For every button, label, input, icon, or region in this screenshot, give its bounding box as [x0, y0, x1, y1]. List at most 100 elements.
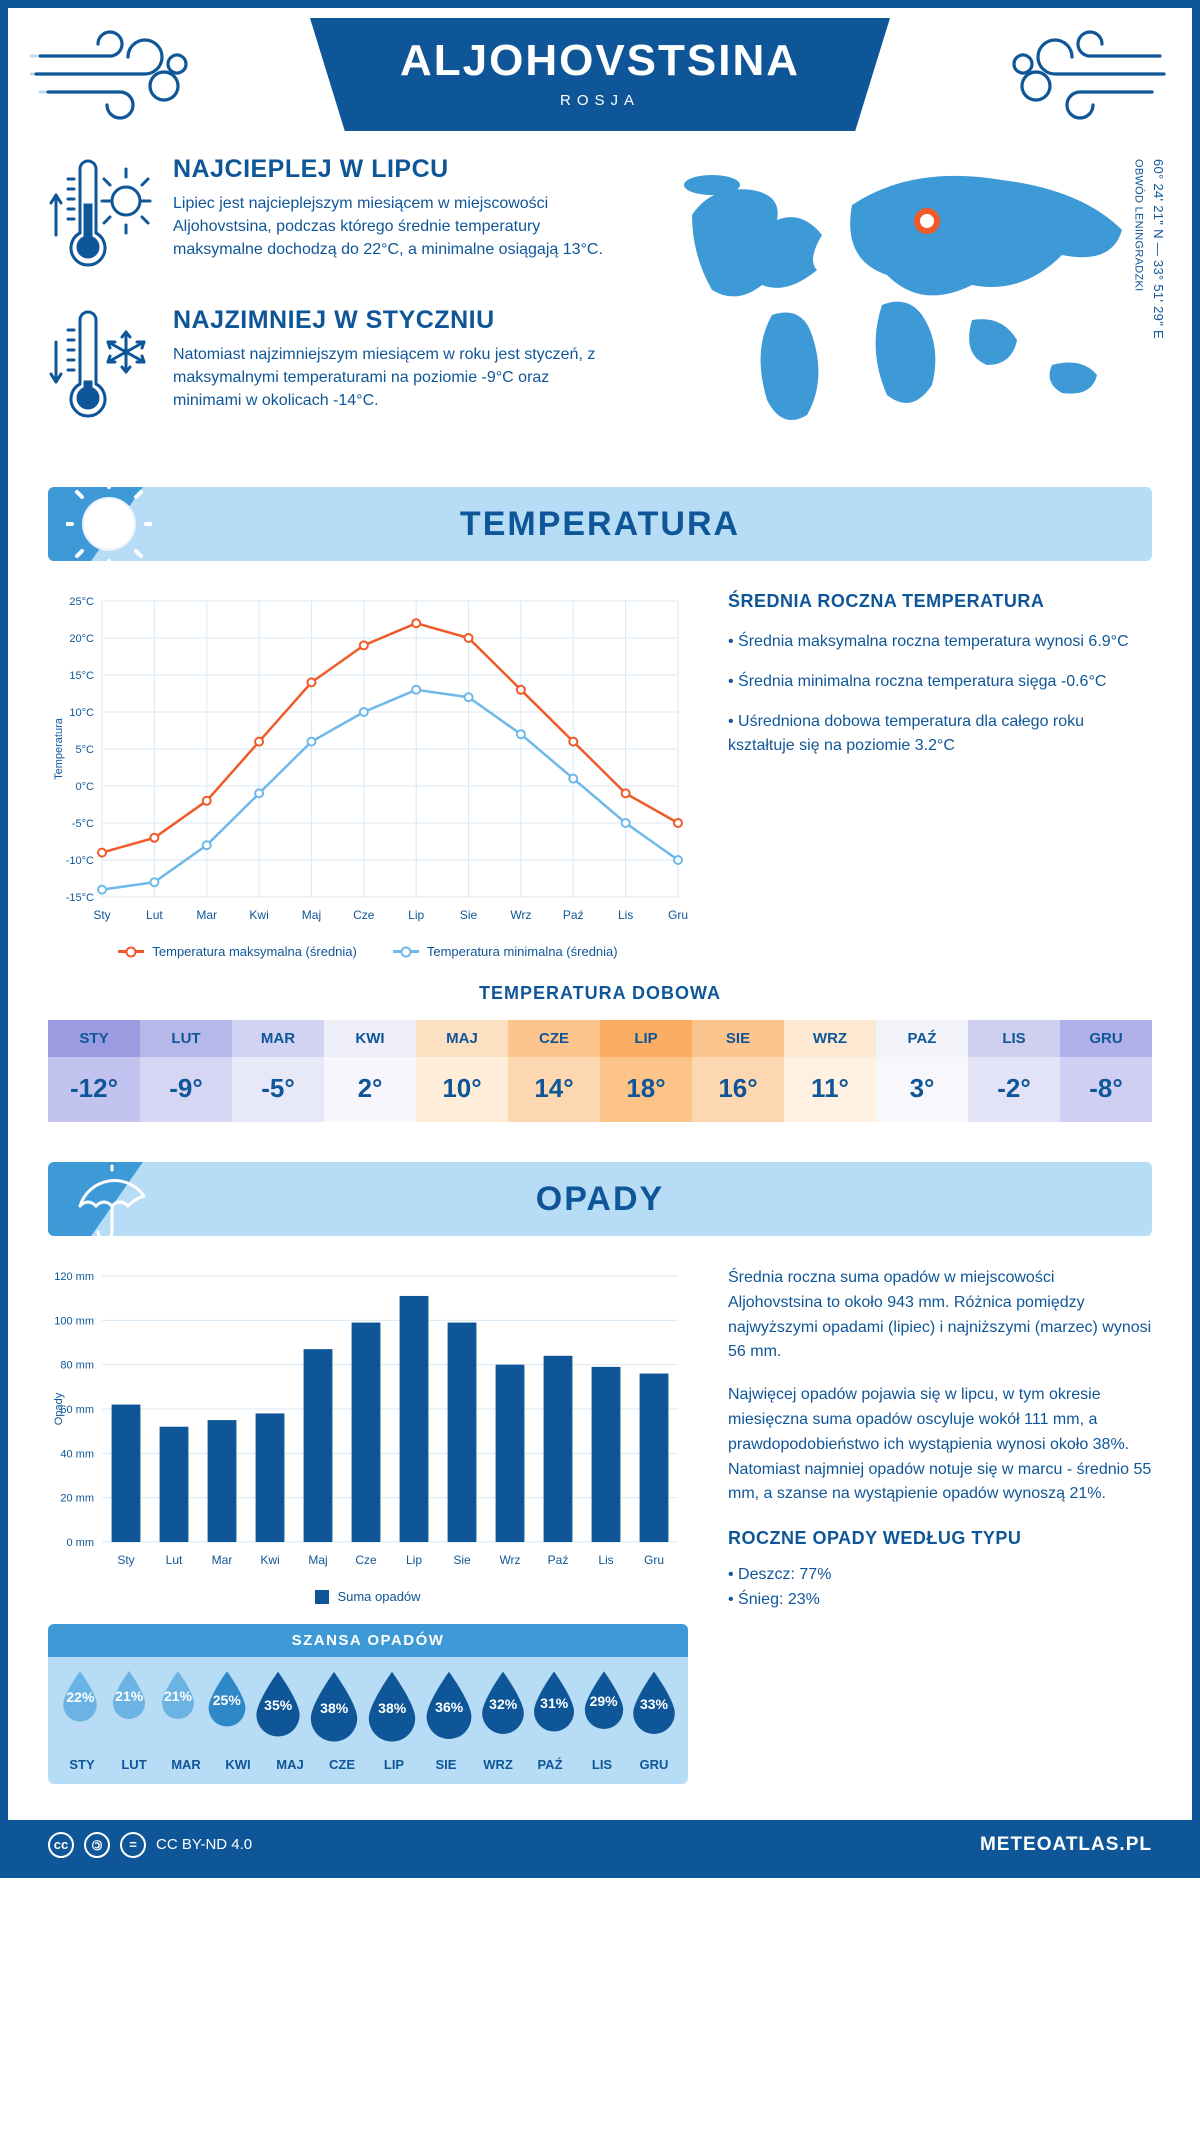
cold-heading: NAJZIMNIEJ W STYCZNIU — [173, 306, 622, 335]
chance-month: CZE — [316, 1757, 368, 1772]
chance-drop: 33% — [628, 1667, 680, 1749]
svg-text:-10°C: -10°C — [66, 855, 94, 867]
svg-text:20°C: 20°C — [69, 633, 94, 645]
dt-val-cell: -5° — [232, 1057, 324, 1122]
title-banner: ALJOHOVSTSINA ROSJA — [310, 18, 890, 131]
dt-head-cell: WRZ — [784, 1020, 876, 1057]
svg-text:Gru: Gru — [644, 1553, 664, 1567]
avg-temp-heading: ŚREDNIA ROCZNA TEMPERATURA — [728, 591, 1152, 612]
svg-text:10°C: 10°C — [69, 707, 94, 719]
svg-text:15°C: 15°C — [69, 670, 94, 682]
svg-text:Lis: Lis — [618, 908, 633, 922]
dt-head-cell: MAJ — [416, 1020, 508, 1057]
chance-drop: 35% — [251, 1667, 305, 1749]
header-row: ALJOHOVSTSINA ROSJA — [8, 8, 1192, 131]
dt-val-cell: 16° — [692, 1057, 784, 1122]
dt-head-cell: LIS — [968, 1020, 1060, 1057]
precipitation-chart: 0 mm20 mm40 mm60 mm80 mm100 mm120 mmStyL… — [48, 1266, 688, 1604]
dt-head-cell: MAR — [232, 1020, 324, 1057]
svg-text:Cze: Cze — [353, 908, 375, 922]
chance-drop: 21% — [105, 1667, 154, 1749]
svg-text:80 mm: 80 mm — [60, 1360, 94, 1372]
thermometer-hot-icon — [48, 155, 153, 280]
svg-text:Cze: Cze — [355, 1553, 377, 1567]
dt-val-cell: 3° — [876, 1057, 968, 1122]
chance-drop: 32% — [477, 1667, 529, 1749]
svg-text:Sie: Sie — [453, 1553, 471, 1567]
umbrella-icon — [68, 1156, 150, 1247]
svg-text:Wrz: Wrz — [499, 1553, 520, 1567]
svg-text:Paź: Paź — [548, 1553, 569, 1567]
chance-month: KWI — [212, 1757, 264, 1772]
svg-text:Sty: Sty — [117, 1553, 134, 1567]
chance-drop: 31% — [529, 1667, 579, 1749]
precipitation-side-text: Średnia roczna suma opadów w miejscowośc… — [728, 1266, 1152, 1784]
svg-text:Opady: Opady — [53, 1392, 65, 1425]
thermometer-cold-icon — [48, 306, 153, 431]
dt-head-cell: GRU — [1060, 1020, 1152, 1057]
wind-icon-right — [1000, 26, 1170, 126]
svg-text:Lut: Lut — [166, 1553, 183, 1567]
chance-drop: 25% — [202, 1667, 251, 1749]
legend-min: Temperatura minimalna (średnia) — [393, 944, 618, 959]
dt-head-cell: CZE — [508, 1020, 600, 1057]
nd-icon: = — [120, 1832, 146, 1858]
chance-drop: 38% — [305, 1667, 363, 1749]
chance-month: STY — [56, 1757, 108, 1772]
precip-type-heading: ROCZNE OPADY WEDŁUG TYPU — [728, 1525, 1152, 1553]
dt-val-cell: 2° — [324, 1057, 416, 1122]
chance-month: SIE — [420, 1757, 472, 1772]
temperature-side-text: ŚREDNIA ROCZNA TEMPERATURA • Średnia mak… — [728, 591, 1152, 959]
chance-drop: 29% — [579, 1667, 628, 1749]
dt-head-cell: STY — [48, 1020, 140, 1057]
temp-bullet: • Średnia maksymalna roczna temperatura … — [728, 630, 1152, 654]
chance-month: MAR — [160, 1757, 212, 1772]
dt-val-cell: 11° — [784, 1057, 876, 1122]
svg-text:Lip: Lip — [406, 1553, 422, 1567]
chance-drop: 36% — [421, 1667, 477, 1749]
precipitation-chance-box: SZANSA OPADÓW 22% 21% 21% 25% — [48, 1624, 688, 1784]
dt-val-cell: -2° — [968, 1057, 1060, 1122]
dt-val-cell: 18° — [600, 1057, 692, 1122]
info-row: NAJCIEPLEJ W LIPCU Lipiec jest najcieple… — [8, 131, 1192, 477]
legend-precip: Suma opadów — [315, 1589, 420, 1604]
svg-text:100 mm: 100 mm — [54, 1315, 94, 1327]
svg-text:Gru: Gru — [668, 908, 688, 922]
section-precipitation: OPADY — [48, 1162, 1152, 1236]
daily-temp-heading: TEMPERATURA DOBOWA — [48, 983, 1152, 1004]
svg-text:Kwi: Kwi — [260, 1553, 279, 1567]
svg-text:20 mm: 20 mm — [60, 1493, 94, 1505]
precipitation-title: OPADY — [536, 1180, 664, 1219]
warm-text: Lipiec jest najcieplejszym miesiącem w m… — [173, 192, 622, 262]
warm-heading: NAJCIEPLEJ W LIPCU — [173, 155, 622, 184]
svg-text:25°C: 25°C — [69, 596, 94, 608]
dt-head-cell: PAŹ — [876, 1020, 968, 1057]
svg-text:0°C: 0°C — [76, 781, 95, 793]
site-name: METEOATLAS.PL — [980, 1834, 1152, 1856]
svg-text:Temperatura: Temperatura — [53, 717, 65, 780]
country-subtitle: ROSJA — [400, 92, 800, 109]
chance-drop: 22% — [56, 1667, 105, 1749]
footer: cc 🄯 = CC BY-ND 4.0 METEOATLAS.PL — [8, 1820, 1192, 1870]
svg-text:Sie: Sie — [460, 908, 478, 922]
svg-text:5°C: 5°C — [76, 744, 95, 756]
temp-bullet: • Uśredniona dobowa temperatura dla całe… — [728, 710, 1152, 758]
license-text: CC BY-ND 4.0 — [156, 1836, 252, 1853]
chance-month: LUT — [108, 1757, 160, 1772]
wind-icon-left — [30, 26, 200, 126]
dt-val-cell: 10° — [416, 1057, 508, 1122]
city-title: ALJOHOVSTSINA — [400, 36, 800, 86]
svg-text:Maj: Maj — [308, 1553, 327, 1567]
dt-head-cell: LIP — [600, 1020, 692, 1057]
svg-text:0 mm: 0 mm — [67, 1537, 95, 1549]
chance-month: GRU — [628, 1757, 680, 1772]
dt-val-cell: -9° — [140, 1057, 232, 1122]
svg-text:Kwi: Kwi — [249, 908, 268, 922]
svg-text:Maj: Maj — [302, 908, 321, 922]
svg-text:40 mm: 40 mm — [60, 1448, 94, 1460]
section-temperature: TEMPERATURA — [48, 487, 1152, 561]
chance-month: PAŹ — [524, 1757, 576, 1772]
sun-icon — [66, 481, 152, 572]
svg-text:-15°C: -15°C — [66, 892, 94, 904]
precip-snow: • Śnieg: 23% — [728, 1588, 1152, 1613]
